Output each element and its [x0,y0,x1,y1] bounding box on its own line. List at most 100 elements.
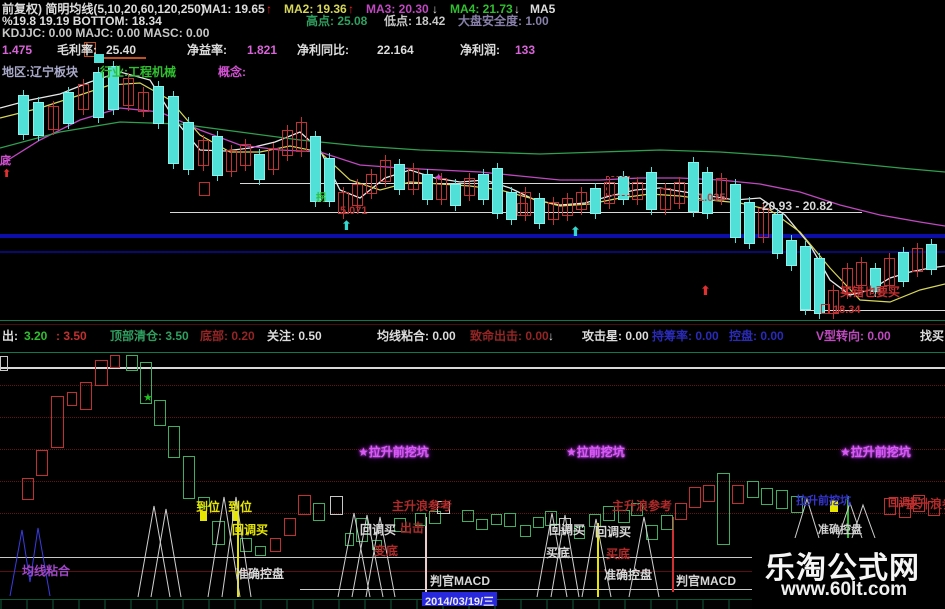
level-line [0,234,945,238]
level-line [0,571,945,572]
candle-up [138,92,149,112]
signal-label: ★拉升前挖坑 [358,445,429,459]
signal-label: 主升浪参考 [906,497,945,511]
candle-wick [469,173,470,201]
signal-label: 判官MACD [430,574,490,588]
header-text: 净利润: [460,43,500,57]
chart-marker-box [84,42,96,57]
indicator-step-box [703,485,715,502]
candle-wick [665,183,666,215]
indicator-step-box [437,501,450,514]
header-text: MA2: 19.36 [284,2,347,16]
candle-up [758,208,769,238]
indicator-field: 出: [2,329,18,343]
indicator-step-box [928,501,940,516]
indicator-step-box [761,488,773,505]
candle-up [562,198,573,216]
candle-up [240,144,251,166]
signal-label: 到位 [196,500,221,514]
polyline [137,505,171,598]
level-line [240,183,705,184]
header-text: 高点: 25.08 [306,14,368,28]
main-candlestick-chart-area[interactable] [0,60,945,318]
indicator-step-box [140,362,152,404]
grid-line [0,513,945,514]
indicator-step-box [661,515,673,530]
indicator-field: 找买 [920,329,945,343]
candle-up [828,290,839,314]
signal-label: 买底 [546,546,571,560]
candle-down [772,214,783,254]
polyline [851,503,876,539]
candle-wick [609,177,610,209]
header-text: 地区:辽宁板块 [2,65,78,79]
candle-up [856,262,867,286]
candle-down [324,158,335,202]
chart-annotation: ⬆ [341,218,352,233]
candle-down [646,172,657,210]
signal-label: 变底 [374,544,399,558]
indicator-step-box [345,533,354,546]
candle-up [912,248,923,272]
candle-wick [847,263,848,299]
signal-label: 回调买 [888,497,921,509]
candle-up [338,192,349,214]
candle-down [183,122,194,170]
candle-wick [581,187,582,215]
candle-down [590,188,601,214]
indicator-step-box [36,450,48,476]
header-text: %19.8 19.19 BOTTOM: 18.34 [2,14,162,28]
candle-up [884,258,895,286]
indicator-step-box [284,518,296,536]
signal-label: 到位 [228,500,253,514]
signal-vertical-line [597,523,599,597]
candle-down [450,184,461,206]
candle-down [18,95,29,135]
indicator-field: 3.20 [24,329,48,343]
candle-up [604,182,615,204]
candle-wick [273,143,274,175]
signal-label: 准确控盘 [236,567,285,581]
header-text: 净利同比: [297,43,349,57]
signal-label: ★拉前挖坑 [566,445,625,459]
candle-wick [917,243,918,277]
indicator-step-box [330,496,343,515]
candle-up [366,174,377,194]
candle-wick [128,73,129,111]
candle-up [282,130,293,156]
indicator-field: 致命出击: 0.00 [470,329,549,343]
lower-indicator-panel-area[interactable] [0,353,945,597]
header-text: 毛利率: [57,43,97,57]
candle-up [380,160,391,182]
indicator-step-box [504,513,516,527]
candle-down [898,252,909,282]
candle-down [108,66,119,110]
candle-down [212,136,223,176]
polyline [9,527,51,597]
candle-down [254,154,265,180]
candle-wick [679,177,680,209]
indicator-step-box [313,503,325,521]
watermark-site-url: www.60lt.com [781,579,907,600]
indicator-step-box [476,519,488,530]
header-text: MA1: 19.65 [202,2,265,16]
header-text: ↑ [266,2,272,16]
signal-label: 判官MACD [676,574,736,588]
candle-wick [83,79,84,115]
candle-wick [833,285,834,319]
candle-up [296,122,307,152]
watermark-site-name: 乐淘公式网 [765,552,920,585]
signal-square [830,500,838,512]
indicator-field: 底部: 0.20 [200,329,255,343]
candle-wick [385,155,386,187]
candle-up [436,178,447,200]
chart-annotation: ⬆ [570,224,581,239]
level-line [300,589,770,590]
header-text: ↓ [432,2,438,16]
grid-line [0,385,945,386]
polyline [550,514,580,598]
polyline [207,496,241,598]
candle-down [786,240,797,266]
indicator-field: 顶部清仓: 3.50 [110,329,189,343]
candle-up [548,202,559,220]
